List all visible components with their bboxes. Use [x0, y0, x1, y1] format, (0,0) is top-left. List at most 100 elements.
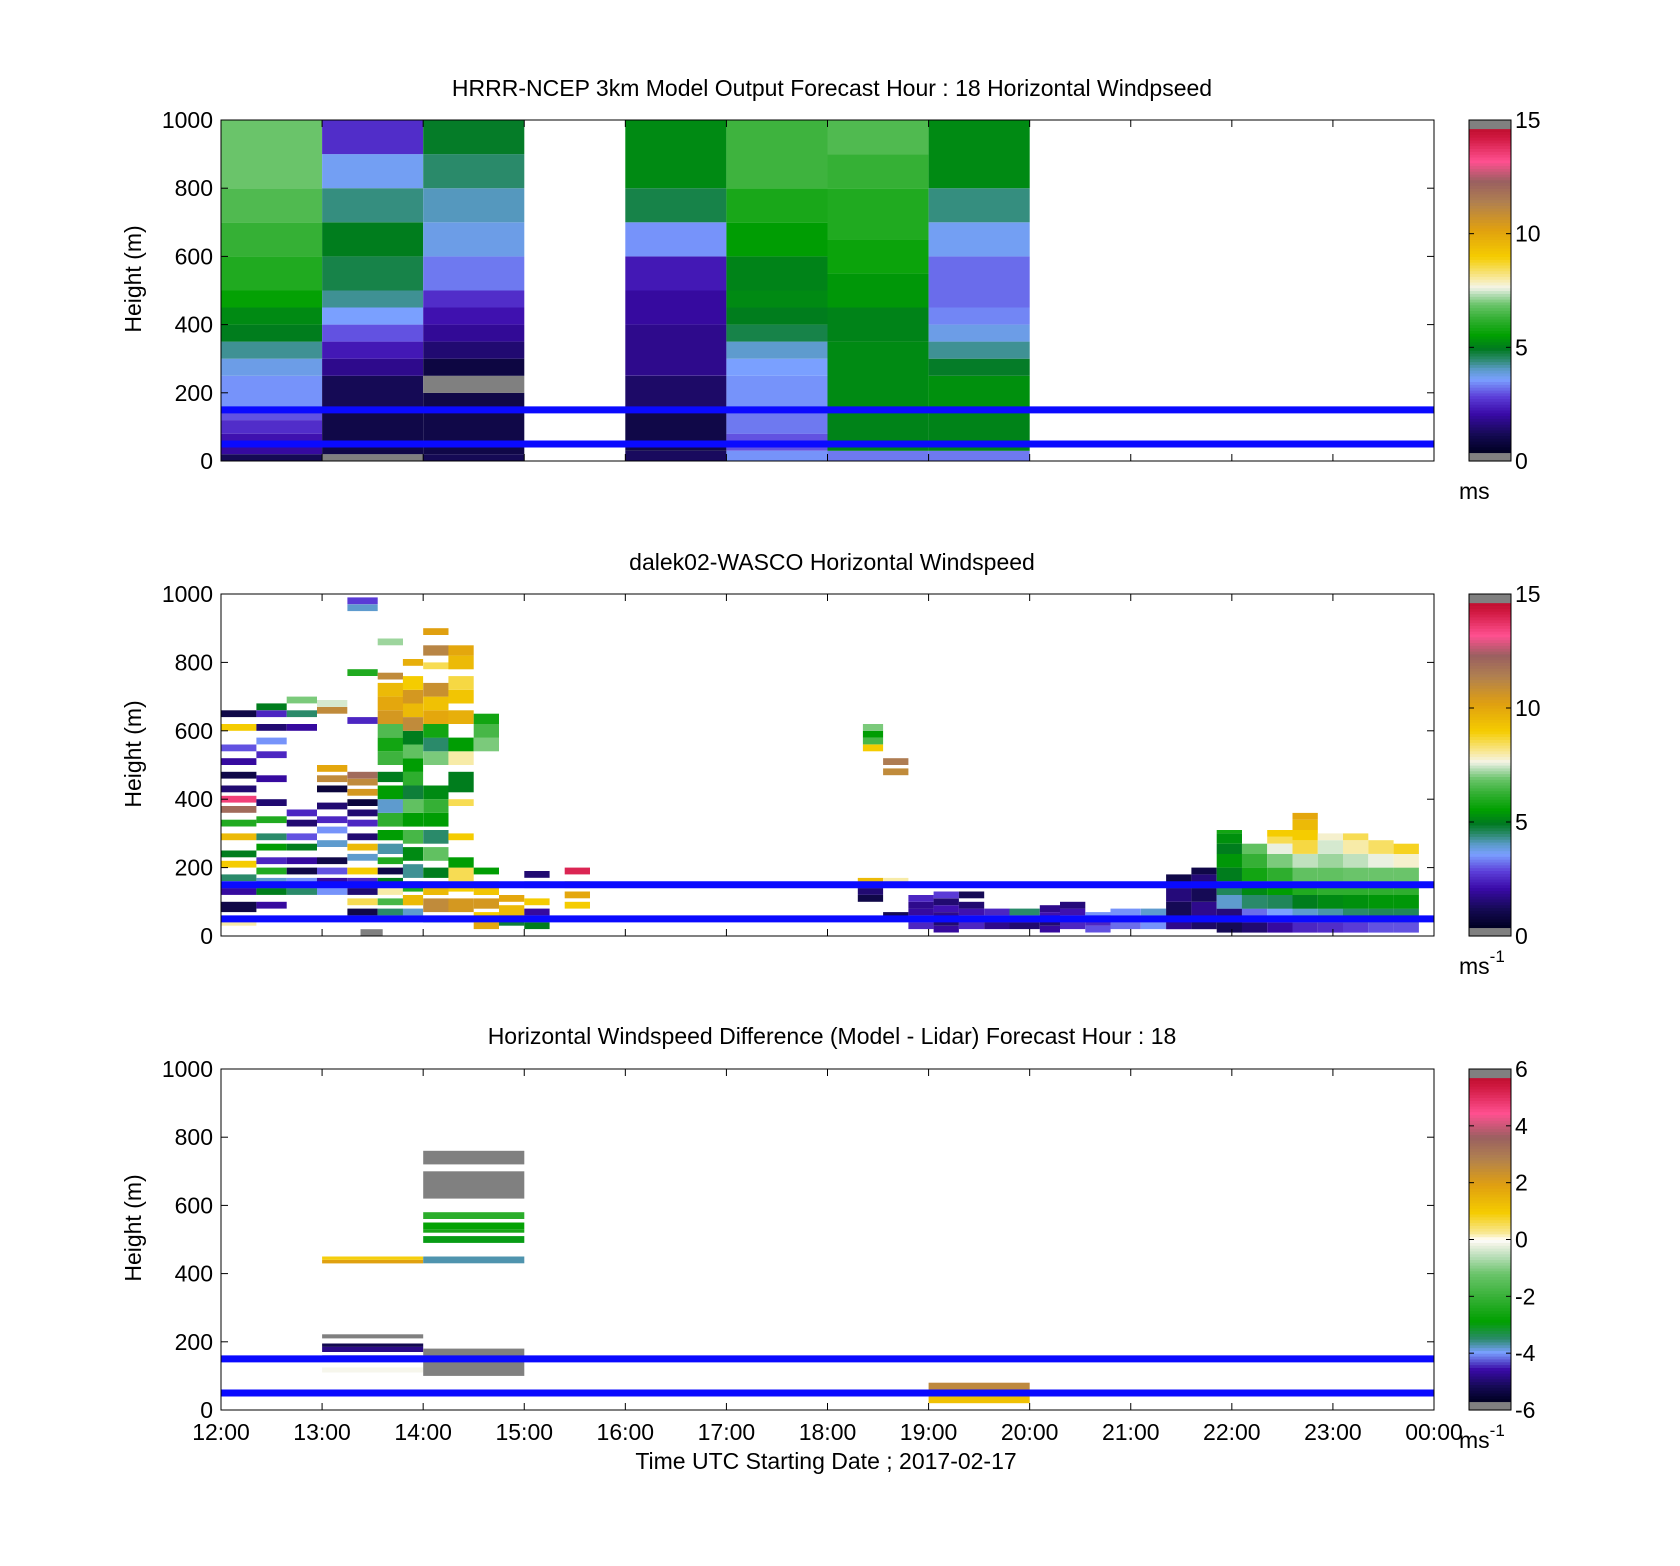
colorbar-segment	[1469, 1194, 1511, 1198]
heatmap-cell	[1216, 895, 1242, 909]
colorbar-segment	[1469, 446, 1511, 451]
heatmap-cell	[377, 785, 403, 800]
colorbar-segment	[1469, 1083, 1511, 1087]
heatmap-cell	[423, 307, 525, 325]
heatmap-cell	[423, 256, 525, 291]
heatmap-cell	[402, 785, 424, 800]
colorbar-segment	[1469, 162, 1511, 167]
heatmap-cell	[1009, 922, 1040, 930]
colorbar-segment	[1469, 1302, 1511, 1306]
colorbar-segment	[1469, 1230, 1511, 1235]
colorbar-segment	[1469, 1162, 1511, 1167]
colorbar-segment	[1469, 338, 1511, 343]
colorbar-segment	[1469, 659, 1511, 663]
colorbar-segment	[1469, 742, 1511, 746]
colorbar-segment	[1469, 716, 1511, 720]
heatmap-cell	[827, 188, 929, 240]
colorbar-segment	[1469, 1245, 1511, 1249]
colorbar-segment	[1469, 222, 1511, 226]
colorbar-segment	[1469, 1256, 1511, 1260]
colorbar-segment	[1469, 747, 1511, 752]
heatmap-cell	[827, 341, 929, 410]
heatmap-cell	[1267, 867, 1293, 882]
colorbar-segment	[1469, 1071, 1511, 1076]
colorbar-segment	[1469, 264, 1511, 269]
heatmap-cell	[423, 867, 449, 878]
heatmap-cell	[221, 758, 257, 765]
colorbar-segment	[1469, 816, 1511, 820]
colorbar-segment	[1469, 625, 1511, 629]
heatmap-cell	[256, 901, 287, 909]
colorbar-segment	[1469, 253, 1511, 257]
colorbar-segment	[1469, 1284, 1511, 1289]
colorbar-segment	[1469, 335, 1511, 340]
colorbar-segment	[1469, 233, 1511, 238]
heatmap-cell	[221, 341, 323, 359]
colorbar-segment	[1469, 642, 1511, 646]
colorbar-segment	[1469, 318, 1511, 323]
heatmap-cell	[377, 888, 403, 895]
x-tick-label: 23:00	[1304, 1419, 1362, 1445]
colorbar-segment	[1469, 702, 1511, 706]
heatmap-cell	[423, 1222, 525, 1230]
colorbar-segment	[1469, 179, 1511, 184]
colorbar-segment	[1469, 384, 1511, 388]
heatmap-cell	[726, 307, 828, 325]
heatmap-cell	[1241, 895, 1268, 909]
heatmap-cell	[862, 724, 884, 731]
colorbar-segment	[1469, 256, 1511, 260]
heatmap-cell	[256, 867, 287, 875]
heatmap-cell	[221, 447, 323, 455]
colorbar-segment	[1469, 219, 1511, 223]
heatmap-cell	[221, 120, 323, 189]
heatmap-cell	[423, 751, 449, 765]
heatmap-cell	[256, 833, 287, 841]
heatmap-cell	[221, 454, 323, 461]
heatmap-cell	[377, 672, 403, 680]
colorbar-segment	[1469, 421, 1511, 425]
colorbar-unit: ms-1	[1459, 947, 1505, 979]
heatmap-cell	[402, 730, 424, 745]
colorbar-segment	[1469, 688, 1511, 692]
colorbar-segment	[1469, 881, 1511, 886]
colorbar-segment	[1469, 364, 1511, 368]
colorbar-segment	[1469, 387, 1511, 391]
x-tick-label: 20:00	[1001, 1419, 1059, 1445]
heatmap-cell	[347, 788, 378, 796]
colorbar-segment	[1469, 633, 1511, 638]
heatmap-cell	[1085, 925, 1111, 933]
heatmap-cell	[322, 1367, 424, 1373]
heatmap-cell	[1317, 867, 1344, 882]
heatmap-cell	[423, 120, 525, 155]
heatmap-cell	[221, 806, 257, 813]
heatmap-cell	[726, 120, 828, 189]
colorbar-segment	[1469, 847, 1511, 852]
heatmap-cell	[958, 891, 985, 899]
heatmap-cell	[377, 812, 403, 827]
heatmap-cell	[857, 888, 884, 895]
colorbar-tick-label: 5	[1515, 809, 1528, 835]
heatmap-cell	[1343, 895, 1369, 909]
colorbar-segment	[1469, 1250, 1511, 1255]
colorbar-segment	[1469, 145, 1511, 150]
heatmap-cell	[473, 898, 499, 909]
heatmap-cell	[347, 597, 378, 605]
colorbar-tick-label: 0	[1515, 448, 1528, 474]
heatmap-cell	[347, 809, 378, 817]
heatmap-cell	[625, 222, 727, 257]
colorbar-segment	[1469, 1265, 1511, 1269]
heatmap-cell	[423, 785, 449, 800]
lidar-title: dalek02-WASCO Horizontal Windspeed	[629, 549, 1035, 575]
heatmap-cell	[857, 895, 884, 902]
colorbar-segment	[1469, 1395, 1511, 1400]
heatmap-cell	[1267, 843, 1293, 854]
colorbar-segment	[1469, 784, 1511, 789]
colorbar-segment	[1469, 690, 1511, 695]
heatmap-cell	[1292, 840, 1318, 854]
heatmap-cell	[347, 833, 378, 841]
y-tick-label: 400	[175, 312, 213, 338]
colorbar-segment	[1469, 290, 1511, 294]
heatmap-cell	[908, 901, 934, 909]
colorbar-segment	[1469, 1074, 1511, 1079]
colorbar-segment	[1469, 767, 1511, 772]
